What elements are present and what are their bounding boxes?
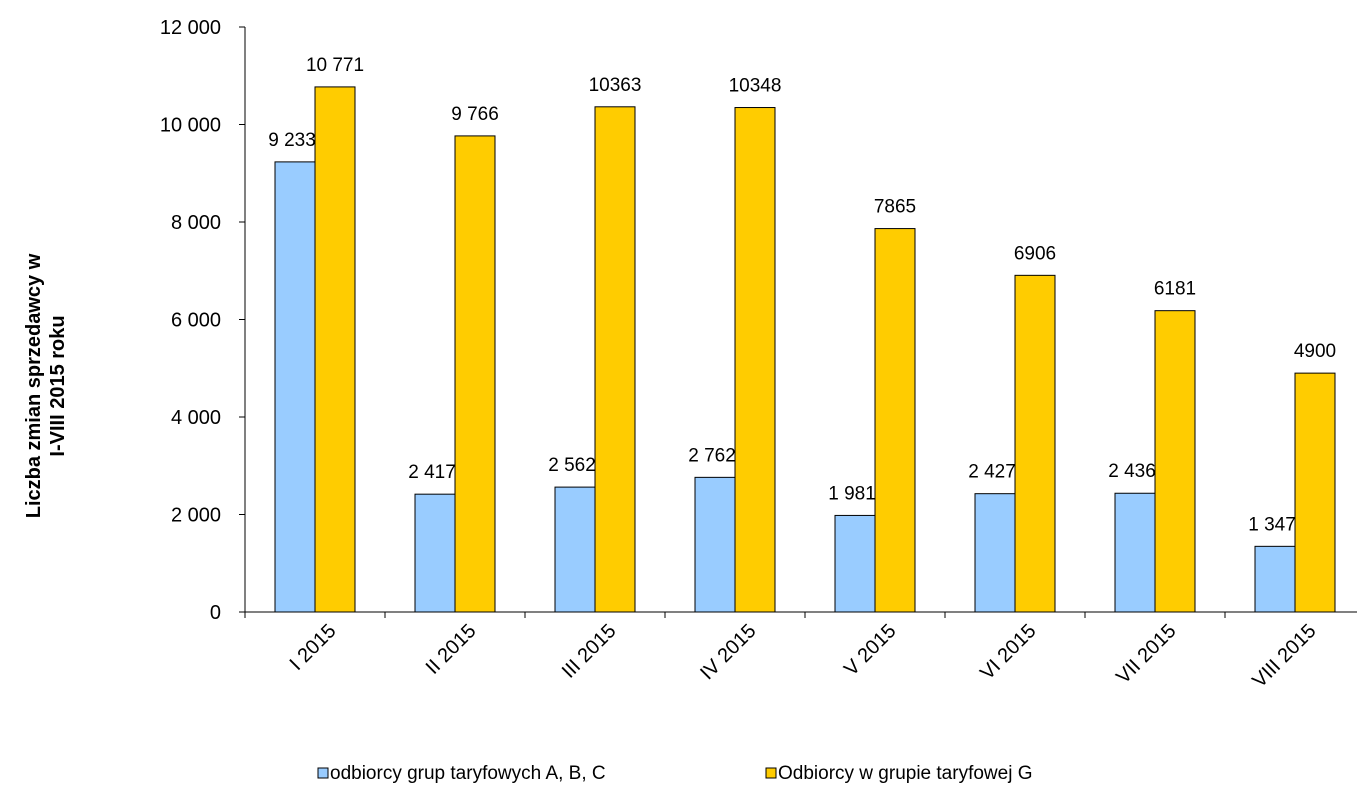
y-axis-title-line-2: I-VIII 2015 roku (47, 315, 69, 456)
x-category-label-7: VII 2015 (1112, 620, 1180, 688)
bar-g-2 (454, 135, 496, 613)
data-label-g-3: 10363 (589, 75, 642, 96)
y-tick-label-1: 2 000 (171, 505, 221, 527)
bar-abc-7 (1114, 492, 1156, 613)
x-category-label-1: I 2015 (286, 620, 341, 675)
bar-abc-3 (554, 486, 596, 613)
bars-layer (274, 86, 1336, 613)
y-tick-label-5: 10 000 (160, 115, 221, 137)
y-axis-title-line-1: Liczba zmian sprzedawcy w (23, 253, 45, 518)
bar-abc-8 (1254, 545, 1296, 613)
bar-g-6 (1014, 274, 1056, 613)
legend-label-abc: odbiorcy grup taryfowych A, B, C (330, 763, 606, 784)
data-label-g-2: 9 766 (451, 104, 499, 125)
bar-g-7 (1154, 310, 1196, 613)
data-label-abc-7: 2 436 (1108, 461, 1156, 482)
x-category-label-5: V 2015 (840, 620, 900, 680)
y-axis-title: Liczba zmian sprzedawcy w I-VIII 2015 ro… (23, 253, 69, 518)
bar-abc-4 (694, 476, 736, 613)
legend-swatch-abc (317, 767, 329, 779)
data-label-g-1: 10 771 (306, 55, 364, 76)
data-label-abc-8: 1 347 (1248, 514, 1296, 535)
bar-abc-5 (834, 514, 876, 613)
bar-abc-1 (274, 161, 316, 613)
data-label-g-5: 7865 (874, 197, 916, 218)
legend: odbiorcy grup taryfowych A, B, C Odbiorcy… (317, 763, 1033, 784)
x-category-label-6: VI 2015 (976, 620, 1040, 684)
data-label-g-7: 6181 (1154, 279, 1196, 300)
data-label-g-8: 4900 (1294, 341, 1336, 362)
y-tick-label-0: 0 (210, 602, 221, 624)
bar-g-5 (874, 228, 916, 613)
data-label-abc-3: 2 562 (548, 455, 596, 476)
bar-g-1 (314, 86, 356, 613)
x-category-label-2: II 2015 (422, 620, 481, 679)
data-label-abc-6: 2 427 (968, 462, 1016, 483)
bar-g-3 (594, 106, 636, 613)
data-label-abc-5: 1 981 (828, 483, 876, 504)
y-tick-label-2: 4 000 (171, 407, 221, 429)
data-labels-layer: 9 233 10 771 2 417 9 766 2 562 10363 2 762 1034… (268, 55, 1336, 535)
x-category-label-4: IV 2015 (696, 620, 760, 684)
x-category-label-8: VIII 2015 (1248, 620, 1320, 692)
data-label-g-4: 10348 (729, 76, 782, 97)
data-label-abc-2: 2 417 (408, 462, 456, 483)
bar-abc-6 (974, 493, 1016, 613)
bar-g-4 (734, 107, 776, 613)
y-tick-label-6: 12 000 (160, 17, 221, 39)
y-tick-label-3: 6 000 (171, 310, 221, 332)
x-category-label-3: III 2015 (558, 620, 621, 683)
legend-label-g: Odbiorcy w grupie taryfowej G (778, 763, 1033, 784)
bar-g-8 (1294, 372, 1336, 613)
legend-swatch-g (765, 767, 777, 779)
data-label-g-6: 6906 (1014, 243, 1056, 264)
bar-abc-2 (414, 493, 456, 613)
y-tick-label-4: 8 000 (171, 212, 221, 234)
data-label-abc-4: 2 762 (688, 445, 736, 466)
data-label-abc-1: 9 233 (268, 130, 316, 151)
